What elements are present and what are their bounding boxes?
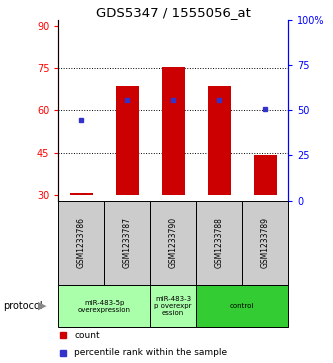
Title: GDS5347 / 1555056_at: GDS5347 / 1555056_at [96, 6, 251, 19]
Text: GSM1233789: GSM1233789 [260, 217, 270, 268]
Bar [116, 86, 139, 195]
Text: GSM1233787: GSM1233787 [123, 217, 132, 268]
Bar [196, 285, 288, 327]
Bar [150, 285, 196, 327]
Bar [196, 200, 242, 285]
Bar [150, 200, 196, 285]
Text: miR-483-3
p overexpr
ession: miR-483-3 p overexpr ession [155, 296, 192, 316]
Bar [242, 200, 288, 285]
Bar [162, 66, 185, 195]
Text: GSM1233786: GSM1233786 [77, 217, 86, 268]
Bar [58, 200, 104, 285]
Bar [208, 86, 231, 195]
Text: control: control [230, 303, 254, 309]
Text: count: count [74, 331, 100, 340]
Text: GSM1233790: GSM1233790 [168, 217, 178, 269]
Bar [254, 155, 277, 195]
Bar [104, 200, 150, 285]
Text: GSM1233788: GSM1233788 [214, 217, 224, 268]
Bar [70, 193, 93, 195]
Text: miR-483-5p
overexpression: miR-483-5p overexpression [78, 299, 131, 313]
Text: percentile rank within the sample: percentile rank within the sample [74, 348, 227, 357]
Text: ▶: ▶ [38, 301, 47, 311]
Bar [58, 285, 150, 327]
Text: protocol: protocol [3, 301, 43, 311]
